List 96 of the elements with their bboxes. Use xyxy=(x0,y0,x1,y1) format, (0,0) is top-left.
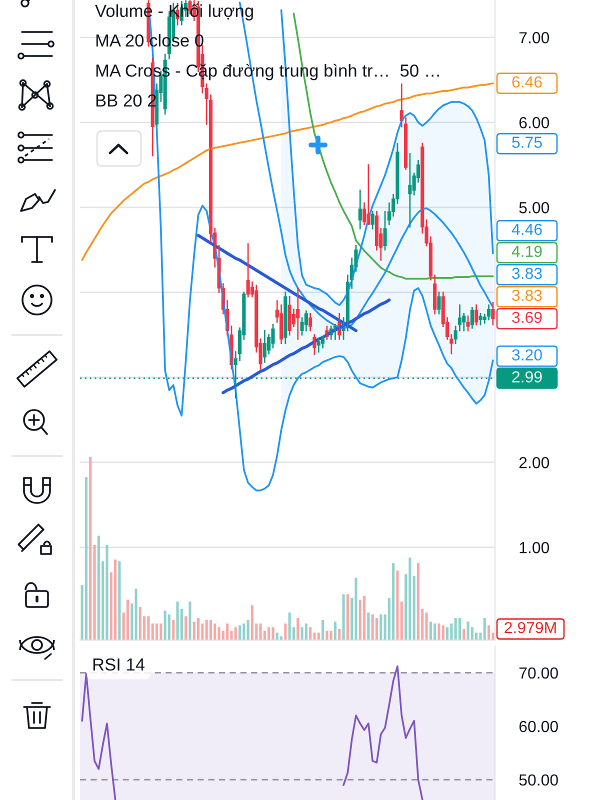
y-tick-label: 6.00 xyxy=(519,117,550,128)
ref-line-label: 2.99 xyxy=(512,371,542,383)
data-label: 3.83 xyxy=(512,268,542,280)
data-label: 4.46 xyxy=(512,224,542,236)
bar xyxy=(380,614,382,640)
bar xyxy=(192,622,196,640)
candlestick xyxy=(466,315,470,332)
line-series xyxy=(280,9,494,306)
bar xyxy=(326,630,328,640)
bar xyxy=(367,612,370,640)
bar xyxy=(296,618,300,640)
bar xyxy=(346,594,349,640)
text: 3.83 xyxy=(512,290,542,302)
bar xyxy=(205,620,208,640)
bar xyxy=(429,622,432,640)
bar xyxy=(442,625,444,640)
bar xyxy=(226,624,229,640)
bar xyxy=(155,624,158,640)
bar xyxy=(466,622,470,640)
bar xyxy=(250,605,254,640)
bar xyxy=(358,600,362,640)
bar xyxy=(246,620,250,640)
text: 3.69 xyxy=(512,312,542,324)
bar xyxy=(176,602,179,640)
bar xyxy=(446,627,449,640)
bar xyxy=(168,614,171,640)
bar xyxy=(209,620,212,640)
y-tick-label: 1.00 xyxy=(520,542,550,554)
bar xyxy=(416,563,420,640)
bar xyxy=(330,630,332,640)
bar xyxy=(304,624,308,640)
bar xyxy=(147,616,150,640)
bar xyxy=(354,578,358,640)
bar xyxy=(483,618,486,640)
bar xyxy=(126,600,130,640)
bar xyxy=(276,632,278,640)
bar xyxy=(371,614,374,640)
text: RSI 14 xyxy=(93,658,145,671)
bar xyxy=(412,576,416,640)
y-tick-label: 60.00 xyxy=(519,720,558,732)
bar xyxy=(218,627,220,640)
bar xyxy=(214,624,216,640)
bar xyxy=(438,624,440,640)
bar xyxy=(118,561,121,640)
data-label: 3.20 xyxy=(512,349,542,361)
bar xyxy=(89,457,92,640)
bar xyxy=(396,570,399,640)
bar xyxy=(434,624,436,640)
y-tick-label: 50.00 xyxy=(519,774,558,786)
data-label: 6.46 xyxy=(512,76,542,88)
bar xyxy=(268,627,270,640)
bar xyxy=(272,627,274,640)
bar xyxy=(450,624,453,640)
bar xyxy=(234,627,237,640)
bar xyxy=(188,602,192,640)
bar xyxy=(288,612,291,640)
text: 2.979M xyxy=(504,622,556,634)
bar xyxy=(172,620,175,640)
y-tick-label: 5.00 xyxy=(519,202,550,214)
bar xyxy=(309,627,312,640)
bar xyxy=(138,607,142,640)
bar xyxy=(334,622,337,640)
bar xyxy=(321,620,324,640)
line-series xyxy=(81,82,494,261)
bar xyxy=(300,627,304,640)
data-label: 4.19 xyxy=(512,246,542,258)
bar xyxy=(164,610,166,640)
bar xyxy=(259,624,262,640)
y-tick-label: 7.00 xyxy=(519,32,550,44)
bar xyxy=(184,616,188,640)
bar xyxy=(458,618,462,640)
bar xyxy=(425,612,428,640)
bar xyxy=(338,629,341,640)
bar xyxy=(238,625,242,640)
bar xyxy=(134,588,138,640)
bar xyxy=(462,629,466,640)
text: 5.75 xyxy=(512,136,542,148)
bar xyxy=(408,558,412,640)
y-tick-label: 2.00 xyxy=(519,457,550,468)
bar xyxy=(454,618,457,640)
bar xyxy=(160,624,162,640)
bar xyxy=(487,625,490,640)
bar xyxy=(375,618,378,640)
bar xyxy=(106,544,108,640)
bar xyxy=(84,477,88,640)
y-tick-label: 70.00 xyxy=(519,667,558,679)
bar xyxy=(97,536,100,640)
bar xyxy=(114,559,117,640)
bar xyxy=(317,632,320,640)
annotation: BB 20 2 xyxy=(96,94,156,107)
bar xyxy=(284,624,287,640)
bar xyxy=(242,624,246,640)
bar xyxy=(196,618,200,640)
bar xyxy=(392,563,395,640)
bar xyxy=(362,596,366,640)
bar xyxy=(342,594,345,640)
